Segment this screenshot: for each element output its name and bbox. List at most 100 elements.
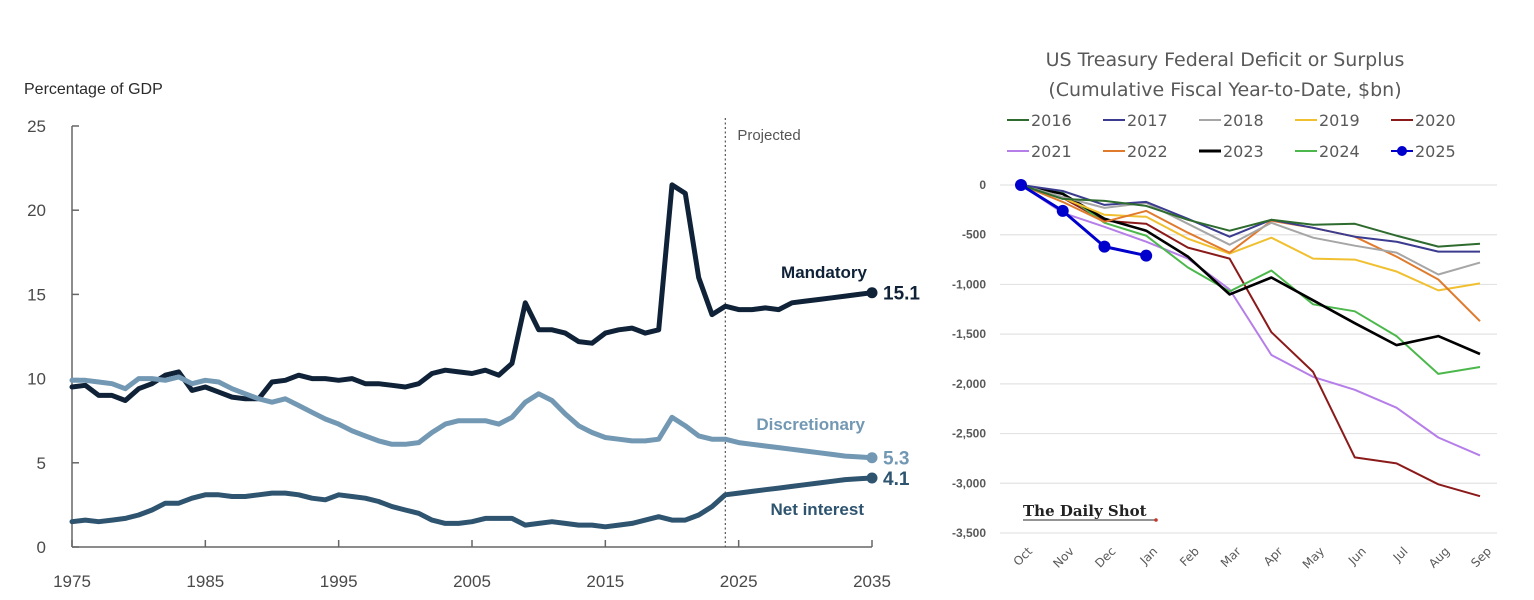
y-axis-title: Percentage of GDP (24, 81, 163, 98)
x-tick-label: Aug (1426, 544, 1452, 570)
y-tick-label: 10 (27, 370, 46, 389)
legend-item-2022: 2022 (1103, 142, 1168, 161)
y-tick-label: -3,000 (952, 476, 986, 490)
series-label-net-interest: Net interest (770, 500, 864, 519)
legend-label: 2020 (1415, 111, 1456, 130)
line-2022 (1020, 184, 1481, 322)
legend-item-2021: 2021 (1007, 142, 1072, 161)
watermark-dot (1154, 518, 1158, 522)
legend-item-2016: 2016 (1007, 111, 1072, 130)
line-2019 (1020, 184, 1481, 292)
end-point-mandatory (866, 287, 878, 299)
legend-label: 2018 (1223, 111, 1264, 130)
x-tick-label: 2025 (720, 572, 758, 591)
y-tick-label: -2,500 (952, 427, 986, 441)
series-group (1015, 179, 1481, 498)
x-tick-label: Oct (1011, 544, 1036, 569)
projected-label: Projected (737, 127, 800, 144)
line-2025 (1020, 183, 1147, 258)
y-axis: 0 -500 -1,000 -1,500 -2,000 -2,500 -3,000 -3,50… (952, 178, 986, 540)
legend-label: 2025 (1415, 142, 1456, 161)
legend-item-2017: 2017 (1103, 111, 1168, 130)
series-label-discretionary: Discretionary (756, 415, 865, 434)
x-tick-label: Jun (1345, 544, 1369, 568)
series-2018 (1020, 184, 1481, 276)
legend-label: 2021 (1031, 142, 1072, 161)
x-tick-label: Mar (1218, 544, 1244, 570)
x-tick-label: Nov (1050, 544, 1076, 570)
series-2025 (1015, 179, 1153, 262)
end-value-net-interest: 4.1 (883, 469, 910, 490)
x-axis: 1975 1985 1995 2005 2015 2025 2035 (53, 540, 891, 591)
legend-item-2025: 2025 (1391, 142, 1456, 161)
data-point (1056, 204, 1069, 217)
y-tick-label: 20 (27, 201, 46, 220)
series-group: 15.1 Mandatory 5.3 Discretionary 4.1 Net inte… (69, 182, 920, 530)
line-mandatory (69, 182, 875, 403)
y-tick-label: -2,000 (952, 377, 986, 391)
legend-item-2023: 2023 (1199, 142, 1264, 161)
legend-label: 2024 (1319, 142, 1360, 161)
x-tick-label: May (1300, 544, 1327, 571)
x-tick-label: Jan (1137, 544, 1161, 568)
series-2021 (1020, 184, 1481, 457)
watermark-logo: The Daily Shot (1023, 502, 1158, 522)
line-net-interest (69, 475, 875, 530)
legend-label: 2022 (1127, 142, 1168, 161)
y-axis: 0 5 10 15 20 25 (27, 117, 79, 557)
line-2017 (1020, 184, 1480, 253)
chart-title: US Treasury Federal Deficit or Surplus (1046, 49, 1405, 71)
legend-label: 2017 (1127, 111, 1168, 130)
y-tick-label: 0 (979, 178, 986, 192)
end-point-net-interest (866, 472, 878, 484)
series-discretionary: 5.3 Discretionary (69, 374, 909, 470)
y-tick-label: -1,000 (952, 277, 986, 291)
x-tick-label: 1995 (320, 572, 358, 591)
y-tick-label: -3,500 (952, 526, 986, 540)
data-point (1015, 179, 1027, 191)
legend-item-2019: 2019 (1295, 111, 1360, 130)
x-tick-label: 1985 (186, 572, 224, 591)
legend-label: 2023 (1223, 142, 1264, 161)
line-2024 (1020, 184, 1481, 375)
x-tick-label: 2005 (453, 572, 491, 591)
y-tick-label: -1,500 (952, 327, 986, 341)
series-2024 (1020, 184, 1481, 375)
x-tick-label: Apr (1261, 544, 1286, 569)
x-tick-label: Sep (1468, 544, 1494, 570)
series-2022 (1020, 184, 1481, 322)
x-tick-label: Feb (1177, 544, 1202, 569)
x-tick-label: Dec (1092, 544, 1118, 570)
legend-label: 2016 (1031, 111, 1072, 130)
y-tick-label: 0 (37, 538, 46, 557)
y-tick-label: 5 (37, 454, 46, 473)
series-2017 (1020, 184, 1480, 253)
legend-item-2024: 2024 (1295, 142, 1360, 161)
line-2016 (1020, 184, 1481, 248)
gridlines (1000, 184, 1497, 534)
data-point (1098, 240, 1111, 253)
series-mandatory: 15.1 Mandatory (69, 182, 920, 403)
series-2023 (1020, 183, 1481, 356)
end-point-discretionary (866, 452, 878, 464)
x-tick-label: 2015 (586, 572, 624, 591)
end-value-discretionary: 5.3 (883, 449, 909, 470)
series-net-interest: 4.1 Net interest (69, 469, 910, 530)
y-tick-label: -500 (962, 228, 986, 242)
legend-item-2020: 2020 (1391, 111, 1456, 130)
series-2016 (1020, 184, 1481, 248)
treasury-deficit-chart: US Treasury Federal Deficit or Surplus (… (952, 49, 1497, 572)
end-value-mandatory: 15.1 (883, 284, 920, 305)
series-2020 (1020, 184, 1481, 498)
line-2023 (1020, 183, 1481, 356)
line-2021 (1020, 184, 1481, 457)
line-2020 (1020, 184, 1481, 498)
legend-label: 2019 (1319, 111, 1360, 130)
line-2018 (1020, 184, 1481, 276)
line-discretionary (69, 374, 875, 461)
x-tick-label: 2035 (853, 572, 891, 591)
legend-marker (1397, 146, 1407, 156)
y-tick-label: 15 (27, 285, 46, 304)
